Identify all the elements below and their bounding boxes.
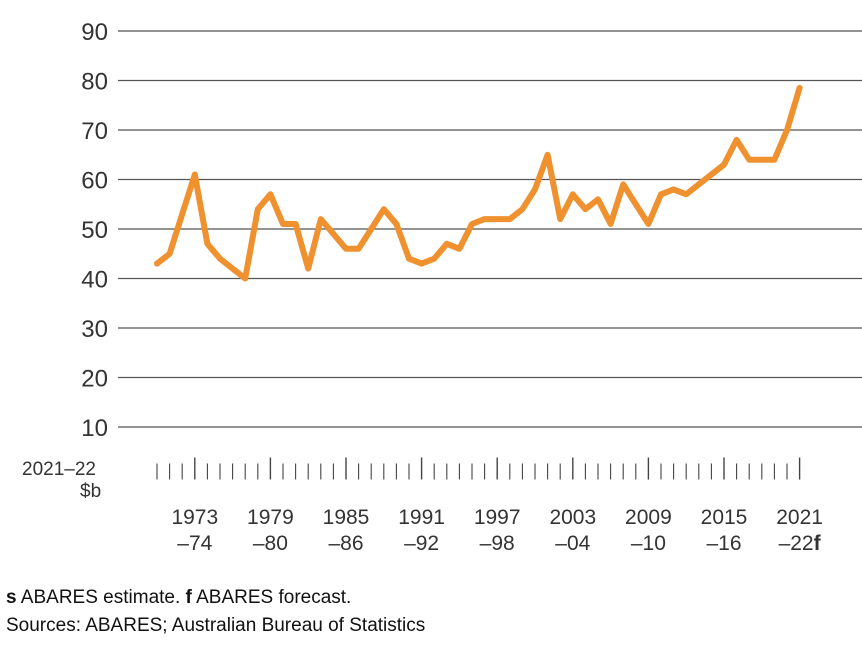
y-tick-label-10: 10 [81,415,108,442]
series-layer [154,84,803,282]
note-f-text: ABARES forecast. [191,587,352,608]
x-tick-label-line2: –10 [631,532,666,555]
y-tick-label-70: 70 [81,118,108,145]
y-unit-label-line1: 2021–22 [22,459,96,480]
x-tick-label-line1: 1991 [398,506,445,529]
notes-line-1: s ABARES estimate. f ABARES forecast. [6,584,425,612]
x-tick-label-line1: 1997 [474,506,521,529]
forecast-marker: f [814,532,822,555]
x-tick-label-line1: 1979 [247,506,294,529]
x-tick-label-line2: –92 [404,532,439,555]
x-tick-label-line1: 1973 [171,506,218,529]
note-f-marker: f [185,587,192,608]
x-tick-label-line1: 2009 [625,506,672,529]
y-axis-ticks: 10 20 30 40 50 60 70 80 90 [81,19,108,442]
x-tick-label-line2: –98 [480,532,515,555]
x-tick-label-line2: –80 [253,532,288,555]
series-line-0 [154,84,803,282]
y-tick-label-20: 20 [81,366,108,393]
y-unit-label-line2: $b [80,481,101,502]
note-s-text: ABARES estimate. [16,587,186,608]
y-tick-label-90: 90 [81,19,108,46]
x-tick-label-line1: 2003 [549,506,596,529]
x-tick-label-line2: –74 [177,532,212,555]
x-tick-label-line1: 2021 [776,506,823,529]
x-tick-label-line2: –22f [779,532,822,555]
x-tick-label-line1: 1985 [323,506,370,529]
y-tick-label-40: 40 [81,267,108,294]
chart-notes: s ABARES estimate. f ABARES forecast. So… [6,584,425,640]
notes-sources: Sources: ABARES; Australian Bureau of St… [6,615,426,636]
x-tick-label-line2: –16 [706,532,741,555]
x-tick-label-line2: –86 [328,532,363,555]
x-tick-label-line1: 2015 [701,506,748,529]
x-axis: 1973 –74 1979 –80 1985 –86 1991 –92 1997 –98 2003 –… [156,457,823,555]
y-tick-label-30: 30 [81,316,108,343]
gridlines [118,30,862,428]
x-tick-label-line2: –04 [555,532,590,555]
line-chart: 10 20 30 40 50 60 70 80 90 1973 –74 1979 –80 1985 –86… [22,19,862,555]
note-s-marker: s [6,587,17,608]
y-tick-label-80: 80 [81,69,108,96]
y-tick-label-60: 60 [81,168,108,195]
y-tick-label-50: 50 [81,217,108,244]
